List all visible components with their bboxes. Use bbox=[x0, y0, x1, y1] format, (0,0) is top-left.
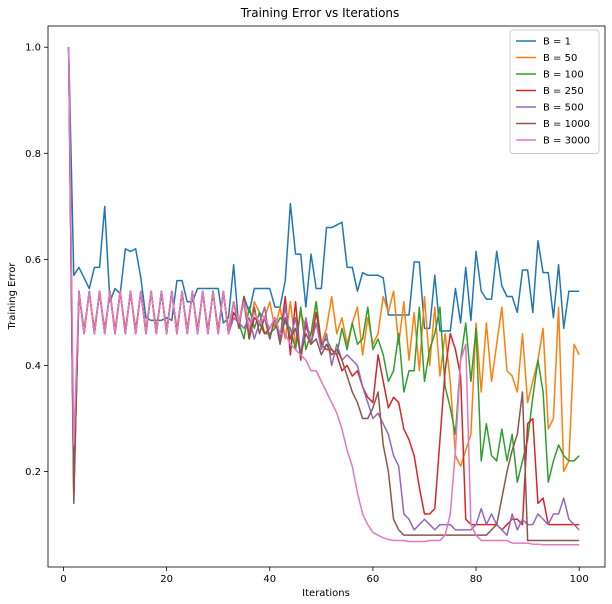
x-tick-label: 80 bbox=[470, 574, 483, 585]
legend-label-2: B = 50 bbox=[543, 53, 577, 64]
y-axis-label: Training Error bbox=[7, 262, 18, 331]
legend-label-1: B = 1 bbox=[543, 37, 571, 48]
series-line-1 bbox=[67, 47, 580, 332]
series-line-7 bbox=[67, 47, 580, 546]
plot-frame bbox=[47, 25, 606, 568]
legend: B = 1 B = 50 B = 100 B = 250 B = 500 B = 1000… bbox=[509, 29, 600, 154]
x-tick-label: 20 bbox=[160, 574, 173, 585]
x-tick-label: 100 bbox=[570, 574, 589, 585]
y-tick-label: 0.2 bbox=[25, 467, 41, 478]
legend-label-6: B = 1000 bbox=[543, 119, 590, 130]
x-tick-label: 40 bbox=[263, 574, 276, 585]
legend-box bbox=[509, 29, 600, 154]
y-tick-label: 0.8 bbox=[25, 149, 41, 160]
legend-label-5: B = 500 bbox=[543, 103, 584, 114]
y-tick-label: 0.6 bbox=[25, 255, 41, 266]
y-tick-label: 1.0 bbox=[25, 43, 41, 54]
plot-area bbox=[67, 47, 580, 546]
y-tick-label: 0.4 bbox=[25, 361, 41, 372]
x-axis-label: Iterations bbox=[302, 588, 350, 599]
legend-label-3: B = 100 bbox=[543, 70, 584, 81]
x-tick-label: 60 bbox=[367, 574, 380, 585]
series-line-3 bbox=[67, 47, 580, 494]
series-line-5 bbox=[67, 47, 580, 536]
legend-label-7: B = 3000 bbox=[543, 136, 590, 147]
x-tick-label: 0 bbox=[60, 574, 66, 585]
chart-title: Training Error vs Iterations bbox=[240, 6, 400, 20]
legend-label-4: B = 250 bbox=[543, 86, 584, 97]
series-line-6 bbox=[67, 47, 580, 542]
x-axis: 0 20 40 60 80 100 bbox=[60, 567, 589, 585]
y-axis: 0.2 0.4 0.6 0.8 1.0 bbox=[25, 43, 48, 478]
